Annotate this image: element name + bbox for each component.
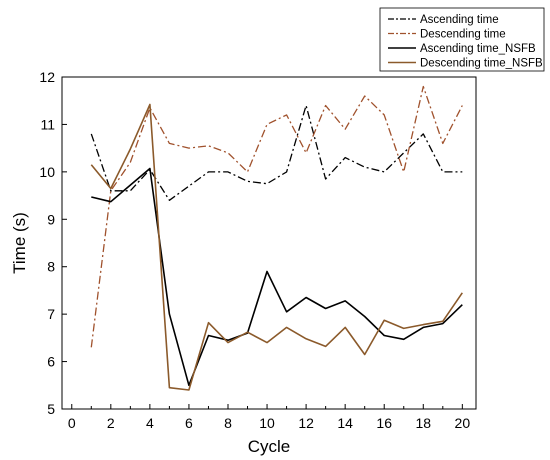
y-tick-label: 9 <box>47 211 55 227</box>
y-axis: 5 6 7 8 9 10 11 12 <box>39 69 67 417</box>
x-tick-label: 16 <box>376 415 392 431</box>
x-tick-label: 4 <box>146 415 154 431</box>
series-line-1 <box>90 104 463 201</box>
x-tick-label: 10 <box>259 415 275 431</box>
legend-label-3: Ascending time_NSFB <box>420 43 536 55</box>
y-tick-label: 7 <box>47 306 55 322</box>
series-line-2 <box>90 85 463 348</box>
y-tick-label: 8 <box>47 259 55 275</box>
y-tick-label: 12 <box>39 69 55 85</box>
x-tick-label: 20 <box>455 415 471 431</box>
x-tick-label: 0 <box>68 415 76 431</box>
series-layer <box>90 85 463 391</box>
x-tick-label: 2 <box>107 415 115 431</box>
y-tick-label: 10 <box>39 164 55 180</box>
x-tick-label: 6 <box>185 415 193 431</box>
series-line-3 <box>91 167 463 387</box>
x-tick-label: 14 <box>337 415 353 431</box>
x-tick-label: 8 <box>224 415 232 431</box>
legend-label-4: Descending time_NSFB <box>420 58 543 70</box>
y-tick-label: 5 <box>47 401 55 417</box>
x-tick-label: 12 <box>298 415 314 431</box>
series-line-4 <box>90 103 463 391</box>
plot-frame <box>61 76 477 410</box>
legend-label-2: Descending time <box>420 29 506 41</box>
x-axis: 0 2 4 6 8 10 12 14 16 18 20 <box>68 404 470 431</box>
y-axis-title: Time (s) <box>10 212 29 274</box>
y-tick-label: 11 <box>40 116 55 132</box>
legend-box <box>379 7 545 72</box>
x-tick-label: 18 <box>415 415 431 431</box>
x-axis-title: Cycle <box>248 437 291 456</box>
legend: Ascending time Descending time Ascending t… <box>379 7 545 72</box>
y-tick-label: 6 <box>47 354 55 370</box>
legend-label-1: Ascending time <box>420 14 499 26</box>
